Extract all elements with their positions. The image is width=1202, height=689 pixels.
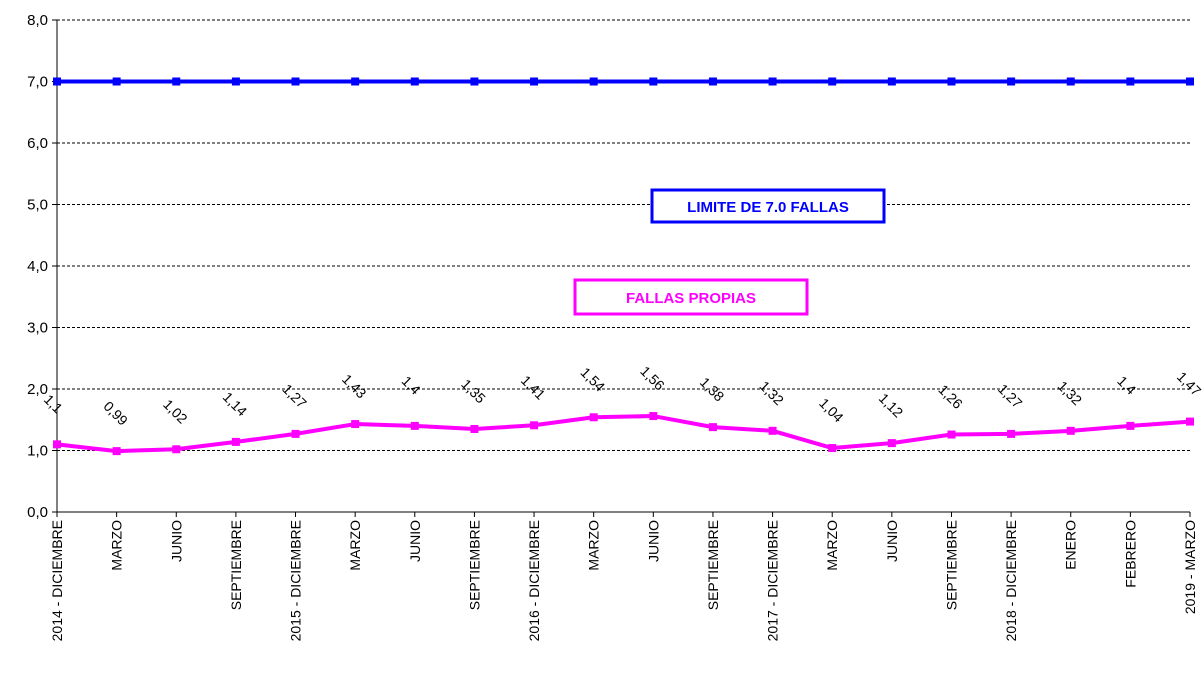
x-tick-label: JUNIO [884, 520, 900, 562]
x-tick-label: MARZO [109, 520, 125, 571]
data-label: 1,41 [518, 372, 549, 403]
data-point [1067, 427, 1075, 435]
data-point [411, 422, 419, 430]
legend-limite: LIMITE DE 7.0 FALLAS [652, 190, 884, 222]
y-tick-label: 0,0 [27, 504, 48, 521]
data-label: 1,27 [995, 381, 1026, 412]
data-point [888, 78, 896, 86]
data-label: 1,38 [697, 374, 728, 405]
data-label: 1,02 [160, 396, 191, 427]
data-point [1186, 418, 1194, 426]
x-tick-label: JUNIO [407, 520, 423, 562]
data-point [1186, 78, 1194, 86]
data-label: 1,4 [1114, 373, 1139, 398]
series-line-fallas [57, 416, 1190, 451]
data-point [351, 420, 359, 428]
x-tick-label: 2014 - DICIEMBRE [49, 520, 65, 641]
data-point [351, 78, 359, 86]
data-point [113, 447, 121, 455]
x-tick-label: 2016 - DICIEMBRE [526, 520, 542, 641]
data-point [649, 78, 657, 86]
x-tick-label: SEPTIEMBRE [228, 520, 244, 610]
data-point [411, 78, 419, 86]
data-label: 1,47 [1174, 368, 1202, 399]
data-label: 1,54 [578, 364, 609, 395]
x-tick-label: FEBRERO [1122, 520, 1138, 588]
data-labels: 1,1 0,99 1,02 1,14 1,27 1,43 1,4 1,35 1,41 1,54 1,… [41, 363, 1202, 429]
data-point [1126, 78, 1134, 86]
data-point [232, 78, 240, 86]
data-label: 1,4 [399, 373, 424, 398]
data-point [292, 78, 300, 86]
data-point [649, 412, 657, 420]
data-label: 1,04 [816, 395, 847, 426]
legend-limite-text: LIMITE DE 7.0 FALLAS [687, 199, 849, 216]
x-tick-label: ENERO [1063, 520, 1079, 570]
x-tick-label: 2017 - DICIEMBRE [765, 520, 781, 641]
data-point [828, 444, 836, 452]
x-tick-label: JUNIO [645, 520, 661, 562]
data-point [470, 78, 478, 86]
data-point [709, 78, 717, 86]
legend-fallas: FALLAS PROPIAS [575, 280, 807, 314]
y-tick-label: 1,0 [27, 443, 48, 460]
x-tick-label: SEPTIEMBRE [705, 520, 721, 610]
y-tick-label: 8,0 [27, 12, 48, 29]
data-point [590, 413, 598, 421]
data-point [1007, 430, 1015, 438]
data-point [530, 421, 538, 429]
data-point [232, 438, 240, 446]
data-point [888, 439, 896, 447]
x-tick-label: 2019 - MARZO [1182, 520, 1198, 614]
x-tick-label: SEPTIEMBRE [943, 520, 959, 610]
data-point [1067, 78, 1075, 86]
x-tick-label: 2015 - DICIEMBRE [288, 520, 304, 641]
data-label: 1,27 [279, 381, 310, 412]
data-point [947, 78, 955, 86]
data-label: 1,12 [876, 390, 907, 421]
y-tick-label: 2,0 [27, 381, 48, 398]
data-point [828, 78, 836, 86]
data-point [172, 445, 180, 453]
data-point [53, 78, 61, 86]
data-point [947, 431, 955, 439]
data-point [709, 423, 717, 431]
data-point [769, 78, 777, 86]
data-point [113, 78, 121, 86]
data-point [1007, 78, 1015, 86]
data-point [470, 425, 478, 433]
x-tick-label: MARZO [824, 520, 840, 571]
data-label: 1,32 [1055, 378, 1086, 409]
data-point [292, 430, 300, 438]
gridlines [57, 20, 1190, 451]
legend-fallas-text: FALLAS PROPIAS [626, 290, 756, 307]
y-tick-label: 7,0 [27, 74, 48, 91]
x-tick-label: 2018 - DICIEMBRE [1003, 520, 1019, 641]
y-tick-label: 6,0 [27, 135, 48, 152]
data-label: 1,26 [935, 381, 966, 412]
y-axis-tick-labels: 0,0 1,0 2,0 3,0 4,0 5,0 6,0 7,0 8,0 [27, 12, 48, 521]
data-label: 1,32 [756, 378, 787, 409]
x-tick-label: MARZO [347, 520, 363, 571]
y-tick-label: 3,0 [27, 320, 48, 337]
data-point [530, 78, 538, 86]
data-label: 1,43 [339, 371, 370, 402]
data-point [1126, 422, 1134, 430]
x-tick-label: JUNIO [168, 520, 184, 562]
y-tick-label: 4,0 [27, 258, 48, 275]
data-label: 1,14 [220, 389, 251, 420]
x-axis-tick-labels: 2014 - DICIEMBRE MARZO JUNIO SEPTIEMBRE 2015… [49, 520, 1198, 641]
data-point [172, 78, 180, 86]
data-point [53, 440, 61, 448]
y-tick-label: 5,0 [27, 197, 48, 214]
x-tick-label: SEPTIEMBRE [466, 520, 482, 610]
data-point [590, 78, 598, 86]
data-label: 1,35 [458, 376, 489, 407]
x-tick-label: MARZO [586, 520, 602, 571]
data-label: 0,99 [101, 398, 132, 429]
data-point [769, 427, 777, 435]
